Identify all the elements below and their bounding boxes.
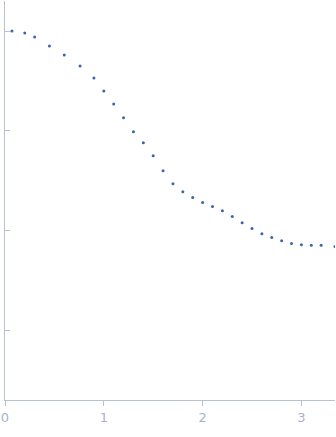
svg-text:0: 0 — [1, 410, 9, 425]
svg-text:2: 2 — [198, 410, 206, 425]
svg-text:3: 3 — [297, 410, 305, 425]
svg-text:1: 1 — [100, 410, 108, 425]
